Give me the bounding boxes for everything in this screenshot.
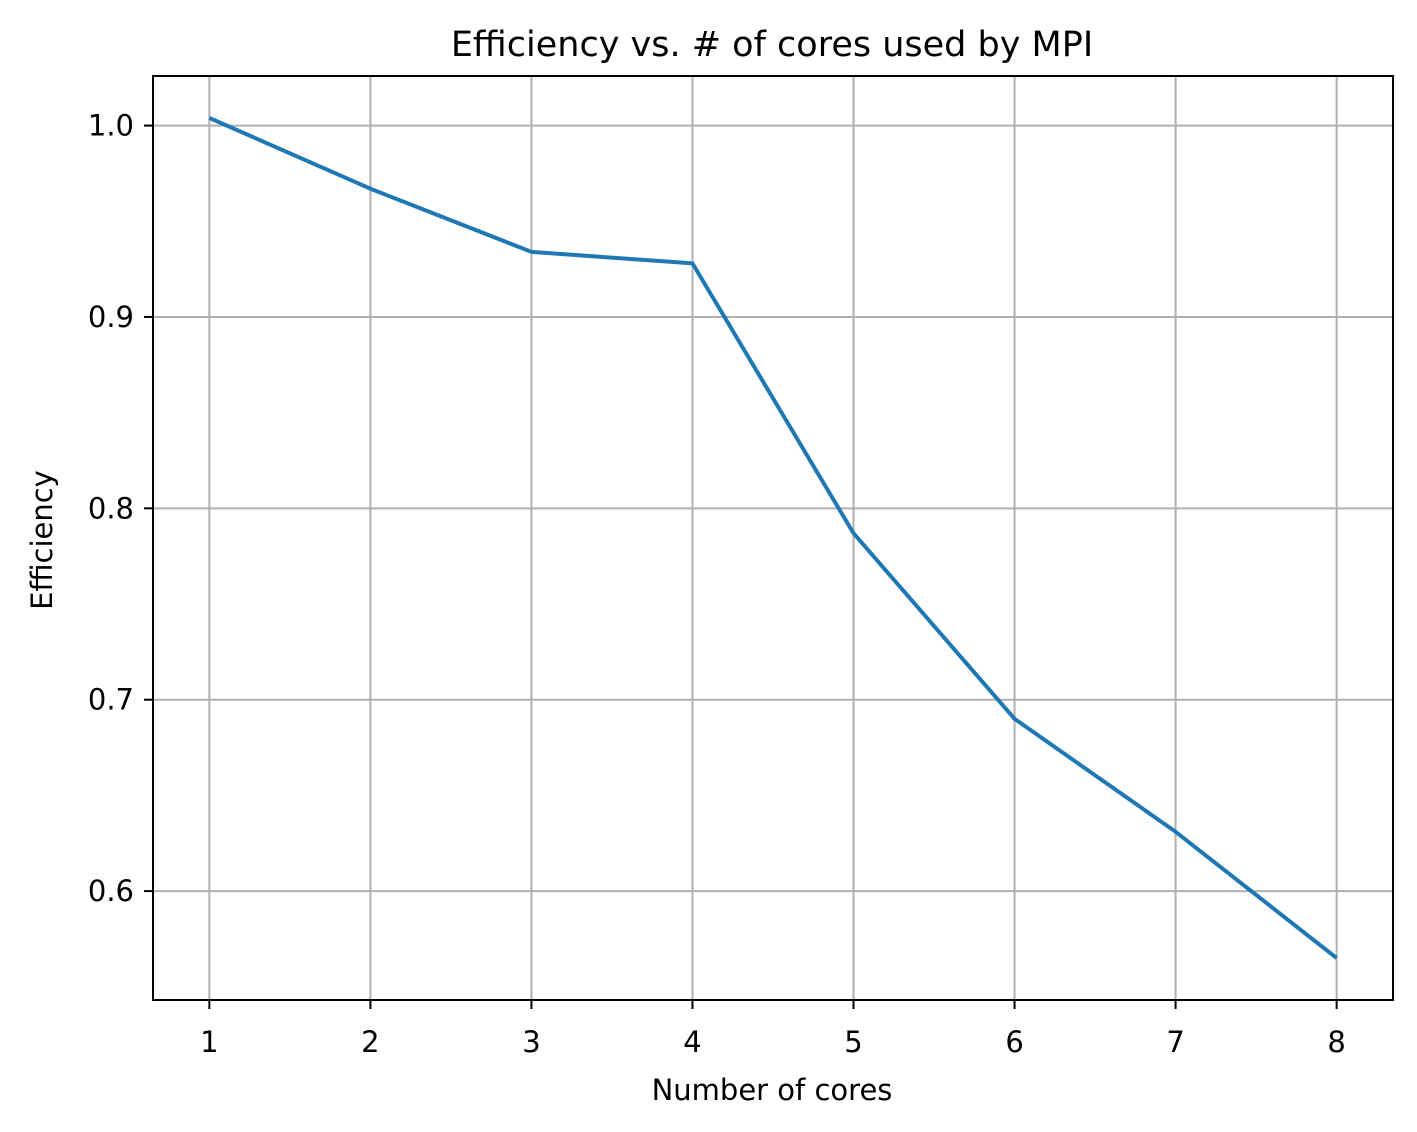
series-layer <box>208 116 1338 960</box>
chart-title: Efficiency vs. # of cores used by MPI <box>451 25 1093 65</box>
y-tick-label: 0.7 <box>88 683 134 717</box>
x-tick-label: 2 <box>361 1025 379 1059</box>
x-tick-label: 5 <box>844 1025 862 1059</box>
x-axis-label: Number of cores <box>652 1073 893 1107</box>
y-tick-label: 0.9 <box>88 300 134 334</box>
x-tick-label: 3 <box>522 1025 540 1059</box>
y-tick-label: 1.0 <box>88 109 134 143</box>
x-gridlines <box>208 76 1338 1000</box>
x-tick-label: 1 <box>200 1025 218 1059</box>
y-tick-label: 0.8 <box>88 491 134 525</box>
y-tick-label: 0.6 <box>88 874 134 908</box>
x-axis-ticks: 1 2 3 4 5 6 7 8 <box>200 1000 1346 1059</box>
efficiency-series-line <box>208 116 1338 960</box>
x-tick-label: 8 <box>1327 1025 1345 1059</box>
y-gridlines <box>153 124 1393 893</box>
x-tick-label: 4 <box>683 1025 701 1059</box>
plot-frame <box>152 75 1394 1001</box>
x-tick-label: 7 <box>1166 1025 1184 1059</box>
y-axis-label: Efficiency <box>25 470 59 610</box>
y-axis-ticks: 0.6 0.7 0.8 0.9 1.0 <box>88 109 153 908</box>
x-tick-label: 6 <box>1005 1025 1023 1059</box>
